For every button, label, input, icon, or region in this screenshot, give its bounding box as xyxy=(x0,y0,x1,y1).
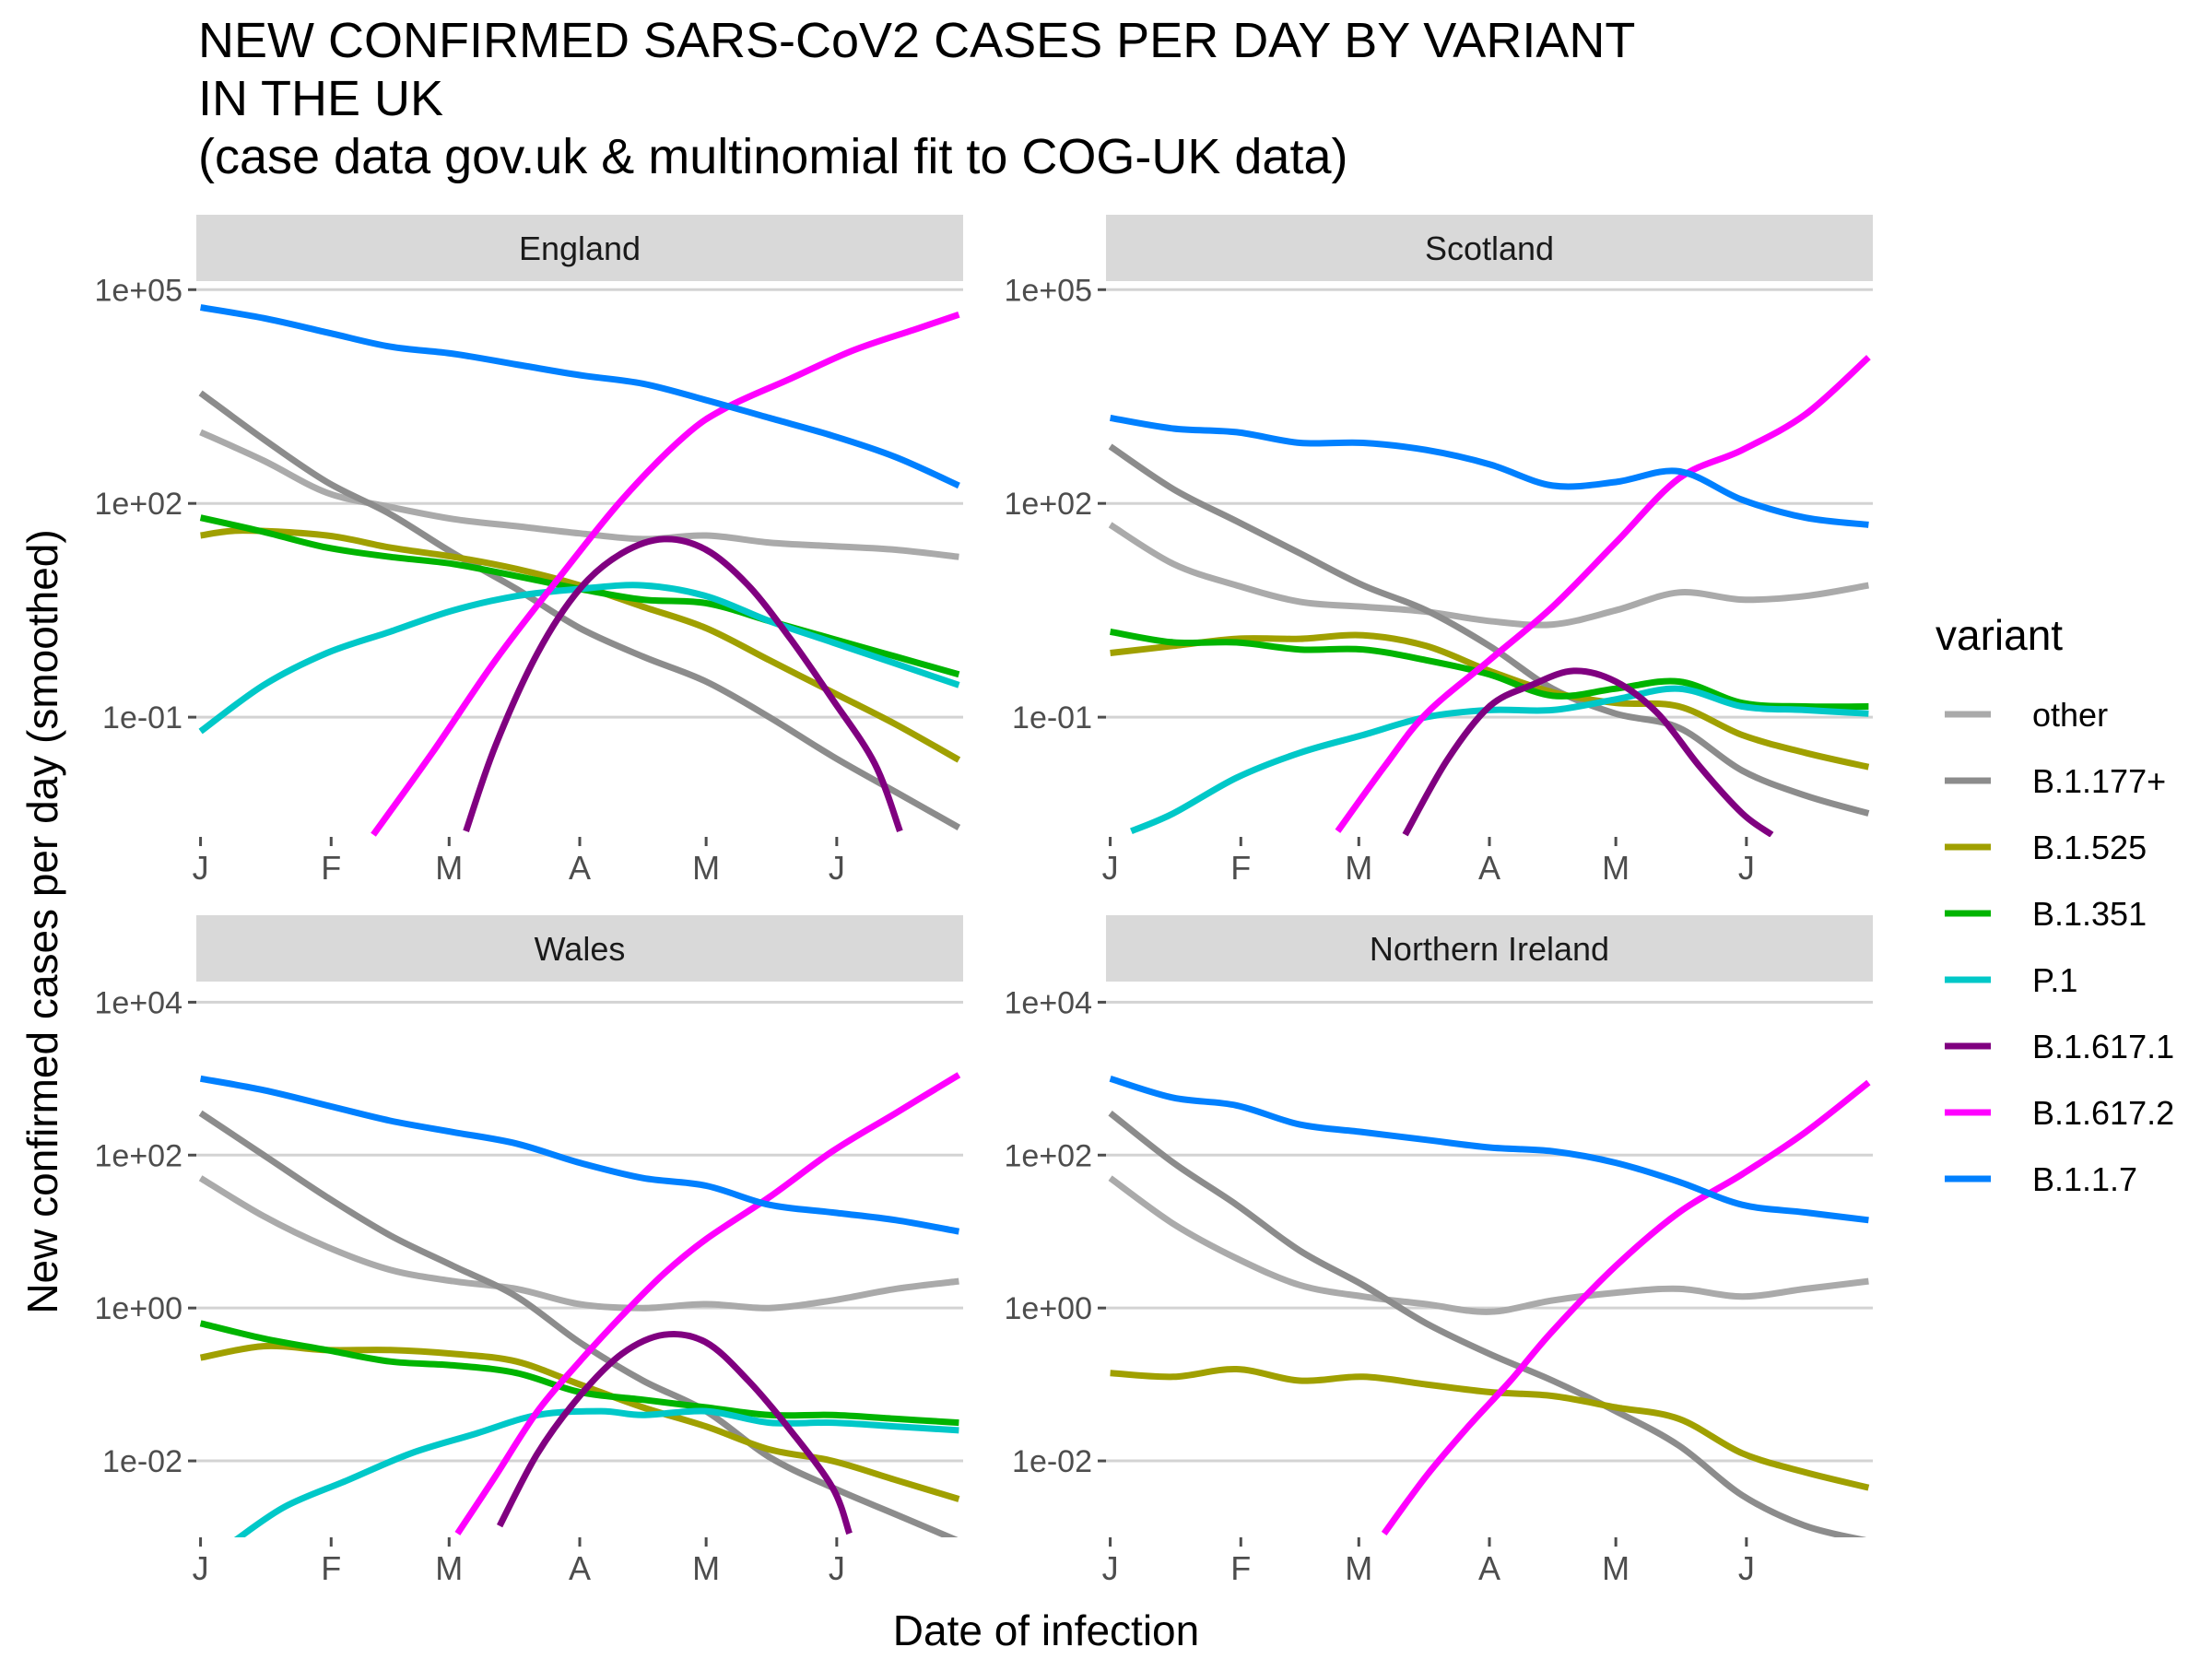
y-tick-label-scotland: 1e+05 xyxy=(1005,273,1093,308)
series-line-scotland-p-1 xyxy=(1130,685,1869,835)
y-tick-label-scotland: 1e-01 xyxy=(1012,700,1092,735)
series-line-scotland-other xyxy=(1108,522,1869,629)
series-line-scotland-b-1-617-1 xyxy=(1402,667,1774,837)
series-line-northern-ireland-b-1-1-7 xyxy=(1109,1075,1869,1224)
series-line-scotland-b-1-1-7 xyxy=(1109,414,1869,528)
strip-northern-ireland xyxy=(1106,915,1873,982)
y-tick-label-england: 1e+05 xyxy=(95,273,183,308)
strip-label-northern-ireland: Northern Ireland xyxy=(1370,930,1609,968)
y-tick-label-wales: 1e+00 xyxy=(95,1291,183,1326)
x-tick-label-england: J xyxy=(193,849,209,887)
series-line-wales-b-1-177 xyxy=(198,1110,959,1537)
y-tick-label-england: 1e+02 xyxy=(95,487,183,522)
series-line-scotland-b-1-617-2 xyxy=(1335,355,1871,833)
series-line-wales-b-1-351 xyxy=(199,1320,959,1427)
panel-england: England 1e-01 1e+02 1e+05 J F M A M J xyxy=(95,215,963,887)
chart-title-line-3: (case data gov.uk & multinomial fit to C… xyxy=(198,129,1347,184)
facet-panels: England 1e-01 1e+02 1e+05 J F M A M J Scotland 1e-0… xyxy=(95,215,1873,1587)
x-tick-label-england: M xyxy=(435,849,463,887)
series-line-northern-ireland-b-1-617-2 xyxy=(1381,1079,1871,1535)
legend-label-b-1-617-1: B.1.617.1 xyxy=(2032,1028,2174,1065)
strip-label-wales: Wales xyxy=(535,930,626,968)
series-line-england-other xyxy=(199,429,959,560)
x-tick-label-england: J xyxy=(829,849,845,887)
x-tick-label-wales: J xyxy=(193,1549,209,1587)
strip-label-scotland: Scotland xyxy=(1425,229,1554,267)
x-tick-label-northern-ireland: M xyxy=(1345,1549,1372,1587)
y-tick-label-northern-ireland: 1e+04 xyxy=(1005,985,1093,1020)
x-tick-label-scotland: M xyxy=(1602,849,1630,887)
legend-label-other: other xyxy=(2032,696,2108,734)
legend-label-b-1-525: B.1.525 xyxy=(2032,829,2147,866)
legend-label-p-1: P.1 xyxy=(2032,961,2077,999)
strip-england xyxy=(196,215,963,281)
y-tick-label-northern-ireland: 1e+00 xyxy=(1005,1291,1093,1326)
legend-label-b-1-177: B.1.177+ xyxy=(2032,762,2166,800)
x-tick-label-northern-ireland: J xyxy=(1102,1549,1119,1587)
series-group-northern-ireland xyxy=(1108,1075,1871,1537)
series-line-wales-b-1-617-1 xyxy=(496,1330,853,1535)
legend-title: variant xyxy=(1936,611,2063,659)
series-line-england-b-1-351 xyxy=(199,514,960,678)
panel-northern-ireland: Northern Ireland 1e-02 1e+00 1e+02 1e+04 J F M A… xyxy=(1005,915,1873,1587)
legend-label-b-1-351: B.1.351 xyxy=(2032,895,2147,933)
legend-label-b-1-1-7: B.1.1.7 xyxy=(2032,1160,2137,1198)
chart-title-line-1: NEW CONFIRMED SARS-CoV2 CASES PER DAY BY… xyxy=(198,13,1635,68)
x-tick-label-england: A xyxy=(569,849,591,887)
x-tick-label-scotland: J xyxy=(1102,849,1119,887)
x-tick-label-england: F xyxy=(321,849,341,887)
series-line-northern-ireland-b-1-177 xyxy=(1108,1110,1867,1537)
series-line-england-b-1-617-1 xyxy=(463,535,903,833)
x-tick-label-england: M xyxy=(692,849,720,887)
y-tick-label-scotland: 1e+02 xyxy=(1005,487,1093,522)
chart-title: NEW CONFIRMED SARS-CoV2 CASES PER DAY BY… xyxy=(198,13,1635,184)
x-tick-label-northern-ireland: F xyxy=(1230,1549,1251,1587)
legend: variant other B.1.177+ B.1.525 B.1.351 P.1 B.… xyxy=(1936,611,2174,1198)
y-tick-label-wales: 1e-02 xyxy=(102,1444,182,1479)
series-line-scotland-b-1-525 xyxy=(1110,631,1870,771)
x-tick-label-scotland: J xyxy=(1738,849,1755,887)
chart-title-line-2: IN THE UK xyxy=(198,71,443,126)
y-tick-label-england: 1e-01 xyxy=(102,700,182,735)
series-line-northern-ireland-other xyxy=(1108,1175,1869,1315)
series-line-scotland-b-1-177 xyxy=(1108,443,1870,817)
y-axis-title: New confirmed cases per day (smoothed) xyxy=(18,529,66,1313)
strip-scotland xyxy=(1106,215,1873,281)
strip-label-england: England xyxy=(519,229,641,267)
series-line-wales-p-1 xyxy=(233,1407,959,1537)
x-tick-label-northern-ireland: A xyxy=(1478,1549,1500,1587)
x-tick-label-wales: F xyxy=(321,1549,341,1587)
y-tick-label-northern-ireland: 1e-02 xyxy=(1012,1444,1092,1479)
series-line-england-p-1 xyxy=(198,582,960,735)
y-tick-label-wales: 1e+02 xyxy=(95,1138,183,1173)
x-tick-label-wales: A xyxy=(569,1549,591,1587)
series-group-wales xyxy=(198,1072,961,1537)
x-tick-label-northern-ireland: M xyxy=(1602,1549,1630,1587)
x-tick-label-wales: M xyxy=(692,1549,720,1587)
series-line-wales-b-1-617-2 xyxy=(454,1072,961,1535)
legend-label-b-1-617-2: B.1.617.2 xyxy=(2032,1094,2174,1132)
panel-wales: Wales 1e-02 1e+00 1e+02 1e+04 J F M A M J xyxy=(95,915,963,1587)
x-axis-title: Date of infection xyxy=(893,1606,1199,1654)
series-line-wales-other xyxy=(198,1175,959,1312)
series-line-england-b-1-1-7 xyxy=(200,304,960,489)
series-group-scotland xyxy=(1108,355,1871,837)
x-tick-label-scotland: A xyxy=(1478,849,1500,887)
x-tick-label-wales: M xyxy=(435,1549,463,1587)
panel-scotland: Scotland 1e-01 1e+02 1e+05 J F M A M J xyxy=(1005,215,1873,887)
y-tick-label-wales: 1e+04 xyxy=(95,985,183,1020)
y-tick-label-northern-ireland: 1e+02 xyxy=(1005,1138,1093,1173)
series-line-england-b-1-177 xyxy=(198,390,961,830)
x-tick-label-scotland: M xyxy=(1345,849,1372,887)
series-group-england xyxy=(198,304,961,837)
strip-wales xyxy=(196,915,963,982)
x-tick-label-wales: J xyxy=(829,1549,845,1587)
x-tick-label-northern-ireland: J xyxy=(1738,1549,1755,1587)
x-tick-label-scotland: F xyxy=(1230,849,1251,887)
series-line-northern-ireland-b-1-525 xyxy=(1110,1365,1870,1491)
series-line-england-b-1-617-2 xyxy=(371,311,960,837)
series-line-wales-b-1-1-7 xyxy=(199,1075,960,1235)
series-line-scotland-b-1-351 xyxy=(1110,628,1869,711)
